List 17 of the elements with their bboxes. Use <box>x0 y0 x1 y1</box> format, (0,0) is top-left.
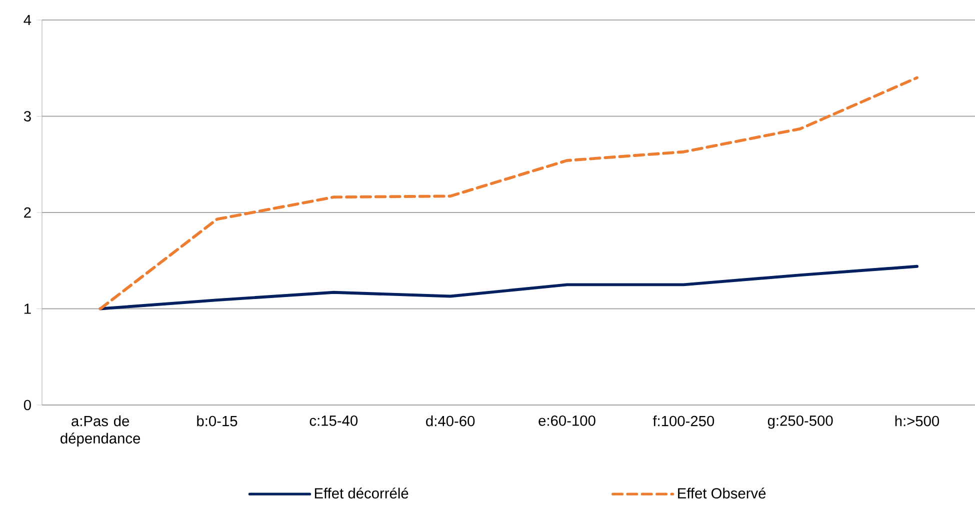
y-tick-label: 1 <box>24 304 31 314</box>
y-tick-label: 2 <box>24 207 31 218</box>
legend-label: Effet décorrélé <box>314 488 408 499</box>
x-tick-label: c:15-40 <box>310 415 358 426</box>
x-tick-label: h:>500 <box>895 415 940 426</box>
x-tick-label: e:60-100 <box>538 415 596 426</box>
line-series <box>98 76 918 310</box>
y-tick-label: 0 <box>24 400 31 410</box>
x-tick-label: a:Pas de dépendance <box>60 415 140 446</box>
legend-label: Effet Observé <box>678 488 766 499</box>
x-tick-label: d:40-60 <box>426 415 475 426</box>
y-tick-label: 3 <box>24 111 31 122</box>
x-tick-label: f:100-250 <box>652 415 714 426</box>
line-series <box>98 264 918 310</box>
x-tick-label: g:250-500 <box>768 415 833 429</box>
y-tick-label: 4 <box>24 14 32 26</box>
x-tick-label: b:0-15 <box>197 415 238 426</box>
